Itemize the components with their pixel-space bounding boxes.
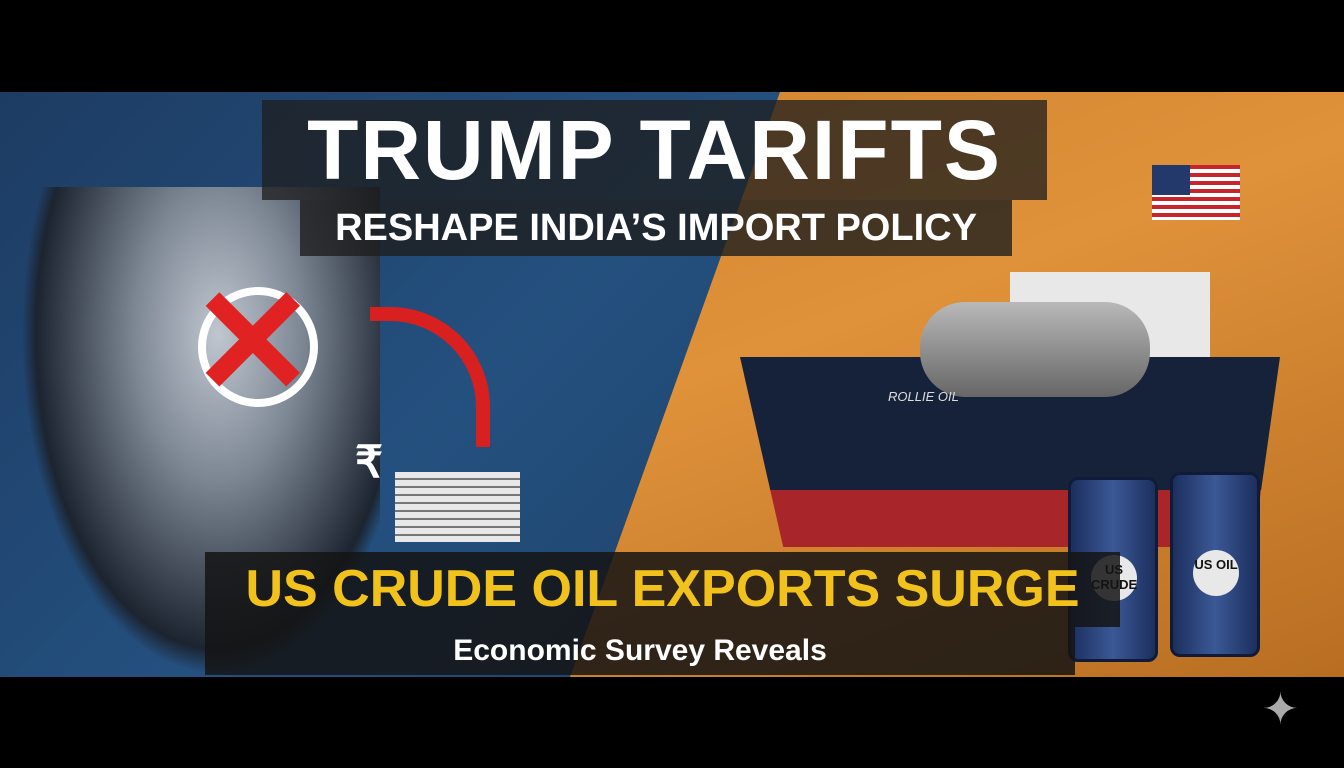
headline-title: TRUMP TARIFTS xyxy=(262,100,1047,200)
us-flag-icon xyxy=(1152,165,1240,220)
headline-subtitle: RESHAPE INDIA’S IMPORT POLICY xyxy=(300,200,1012,256)
globe-icon xyxy=(198,287,318,407)
cash-stack xyxy=(395,472,520,542)
red-cross-icon: ✕ xyxy=(190,258,316,426)
sparkle-watermark-icon: ✦ xyxy=(1262,685,1299,734)
ship-name: ROLLIE OIL xyxy=(888,389,959,404)
barrel-label: US OIL xyxy=(1193,550,1239,596)
barrel: US OIL xyxy=(1170,472,1260,657)
thumbnail-artwork: ✕ ₹ ROLLIE OIL US CRUDE US OIL TRUMP TAR… xyxy=(0,92,1344,677)
ship-tank xyxy=(920,302,1150,397)
banner-title: US CRUDE OIL EXPORTS SURGE xyxy=(205,552,1120,627)
rupee-icon: ₹ xyxy=(355,438,383,487)
banner-subtitle: Economic Survey Reveals xyxy=(205,627,1075,675)
